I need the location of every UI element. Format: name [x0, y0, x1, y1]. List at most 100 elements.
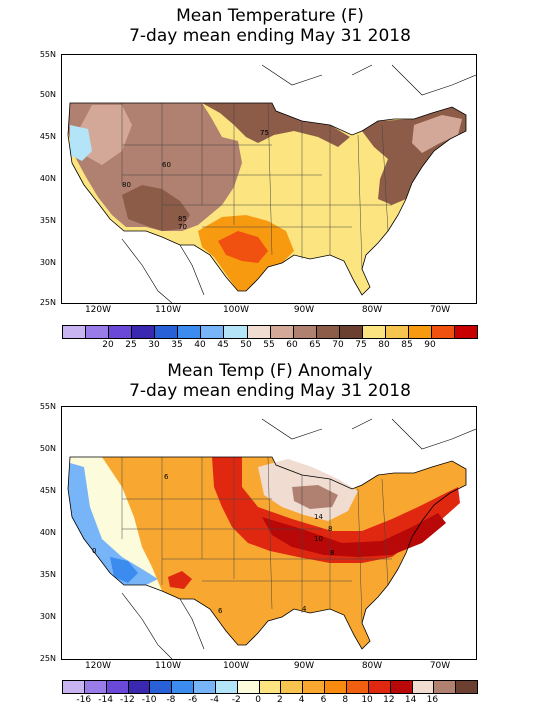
- contour-label: 6: [218, 607, 223, 615]
- top-colorbar-label: 90: [424, 340, 436, 350]
- great-lakes-warm-region: [292, 485, 338, 509]
- bottom-lon-label: 120W: [84, 661, 112, 671]
- north-central-warm-region: [202, 103, 350, 147]
- bottom-lon-label: 90W: [293, 661, 315, 671]
- top-colorbar-swatch: [109, 326, 133, 338]
- top-lon-label: 70W: [429, 305, 451, 315]
- border-outlines: [121, 418, 476, 659]
- top-lon-label: 110W: [154, 305, 182, 315]
- bottom-colorbar-swatch: [84, 681, 107, 693]
- top-colorbar-swatch: [293, 326, 317, 338]
- bottom-colorbar-label: 6: [320, 695, 327, 705]
- border-outlines: [121, 64, 476, 303]
- top-colorbar-swatch: [270, 326, 294, 338]
- top-lat-label: 55N: [39, 50, 56, 59]
- top-lon-label: 80W: [361, 305, 383, 315]
- contour-label: 60: [162, 161, 171, 169]
- bottom-colorbar-label: -16: [76, 695, 92, 705]
- state-borders: [121, 456, 392, 624]
- bottom-colorbar-swatch: [281, 681, 304, 693]
- top-colorbar-swatch: [385, 326, 409, 338]
- bottom-colorbar-swatch: [368, 681, 391, 693]
- top-colorbar-swatch: [86, 326, 110, 338]
- bottom-colorbar-label: -4: [210, 695, 219, 705]
- top-colorbar-swatch: [178, 326, 202, 338]
- contour-label: 10: [314, 535, 323, 543]
- top-title-line2: 7-day mean ending May 31 2018: [129, 26, 411, 46]
- bottom-colorbar-swatch: [237, 681, 260, 693]
- coastline: [67, 102, 467, 296]
- top-colorbar: [62, 325, 478, 339]
- contour-label: 8: [328, 525, 332, 533]
- central-hottest-region: [262, 513, 446, 557]
- top-lon-label: 90W: [293, 305, 315, 315]
- top-colorbar-swatch: [224, 326, 248, 338]
- top-colorbar-label: 20: [102, 340, 114, 350]
- top-lat-label: 50N: [39, 90, 56, 99]
- top-map: 75 60 80 85 70: [61, 54, 477, 304]
- bottom-colorbar-swatch: [215, 681, 238, 693]
- top-lon-label: 120W: [84, 305, 112, 315]
- top-colorbar-label: 80: [378, 340, 390, 350]
- top-colorbar-swatch: [408, 326, 432, 338]
- bottom-colorbar-label: 10: [361, 695, 373, 705]
- bottom-colorbar-swatch: [390, 681, 413, 693]
- southwest-coldest-region: [110, 557, 138, 583]
- bottom-colorbar-label: 8: [342, 695, 349, 705]
- top-map-svg: 75 60 80 85 70: [67, 64, 476, 303]
- top-colorbar-swatch: [316, 326, 340, 338]
- top-colorbar-label: 40: [194, 340, 206, 350]
- bottom-colorbar-label: 2: [277, 695, 283, 705]
- contour-label: 6: [164, 473, 169, 481]
- top-lat-label: 30N: [39, 258, 56, 267]
- bottom-map-svg: 6 8 10 14 8 6 4 0: [67, 418, 476, 659]
- bottom-colorbar-label: -10: [141, 695, 157, 705]
- bottom-colorbar-label: 14: [404, 695, 417, 705]
- contour-label: 4: [302, 605, 307, 613]
- bottom-colorbar-label: 4: [298, 695, 305, 705]
- bottom-colorbar-swatch: [346, 681, 369, 693]
- bottom-colorbar-label: 16: [426, 695, 439, 705]
- bottom-colorbar-swatch: [63, 681, 85, 693]
- bottom-lat-label: 30N: [39, 612, 56, 621]
- contour-label: 8: [330, 549, 334, 557]
- top-lat-label: 35N: [39, 216, 56, 225]
- top-colorbar-label: 35: [171, 340, 183, 350]
- top-colorbar-label: 30: [148, 340, 160, 350]
- top-colorbar-swatch: [201, 326, 225, 338]
- bottom-colorbar-swatch: [325, 681, 347, 693]
- top-colorbar-label: 25: [125, 340, 137, 350]
- top-colorbar-swatch: [339, 326, 363, 338]
- bottom-colorbar-swatch: [172, 681, 195, 693]
- top-colorbar-swatch: [155, 326, 179, 338]
- bottom-colorbar-swatch: [412, 681, 435, 693]
- bottom-lat-label: 45N: [39, 486, 56, 495]
- top-title-line1: Mean Temperature (F): [176, 6, 364, 26]
- top-colorbar-label: 65: [309, 340, 321, 350]
- bottom-colorbar-swatch: [434, 681, 457, 693]
- top-colorbar-swatch: [362, 326, 386, 338]
- top-colorbar-label: 70: [332, 340, 344, 350]
- bottom-lat-label: 35N: [39, 570, 56, 579]
- bottom-colorbar-swatch: [456, 681, 478, 693]
- bottom-lat-label: 55N: [39, 402, 56, 411]
- bottom-lon-label: 100W: [222, 661, 250, 671]
- top-colorbar-label: 45: [217, 340, 229, 350]
- bottom-colorbar-labels: -16 -14 -12 -10 -8 -6 -4 -2 0 2 4 6 8 10 12 14 16: [0, 695, 540, 707]
- bottom-title-line1: Mean Temp (F) Anomaly: [167, 361, 373, 381]
- top-colorbar-label: 75: [355, 340, 367, 350]
- top-colorbar-swatch: [63, 326, 87, 338]
- state-borders: [121, 102, 392, 270]
- top-colorbar-swatch: [455, 326, 478, 338]
- contour-label: 14: [314, 513, 323, 521]
- contour-label: 80: [122, 181, 131, 189]
- contour-label: 0: [92, 547, 96, 555]
- bottom-colorbar-label: -12: [120, 695, 135, 705]
- top-colorbar-label: 50: [240, 340, 252, 350]
- top-lat-label: 40N: [39, 174, 56, 183]
- bottom-colorbar-swatch: [150, 681, 173, 693]
- top-colorbar-label: 60: [286, 340, 298, 350]
- top-colorbar-swatch: [132, 326, 156, 338]
- top-colorbar-label: 55: [263, 340, 275, 350]
- us-landmass: [68, 457, 466, 649]
